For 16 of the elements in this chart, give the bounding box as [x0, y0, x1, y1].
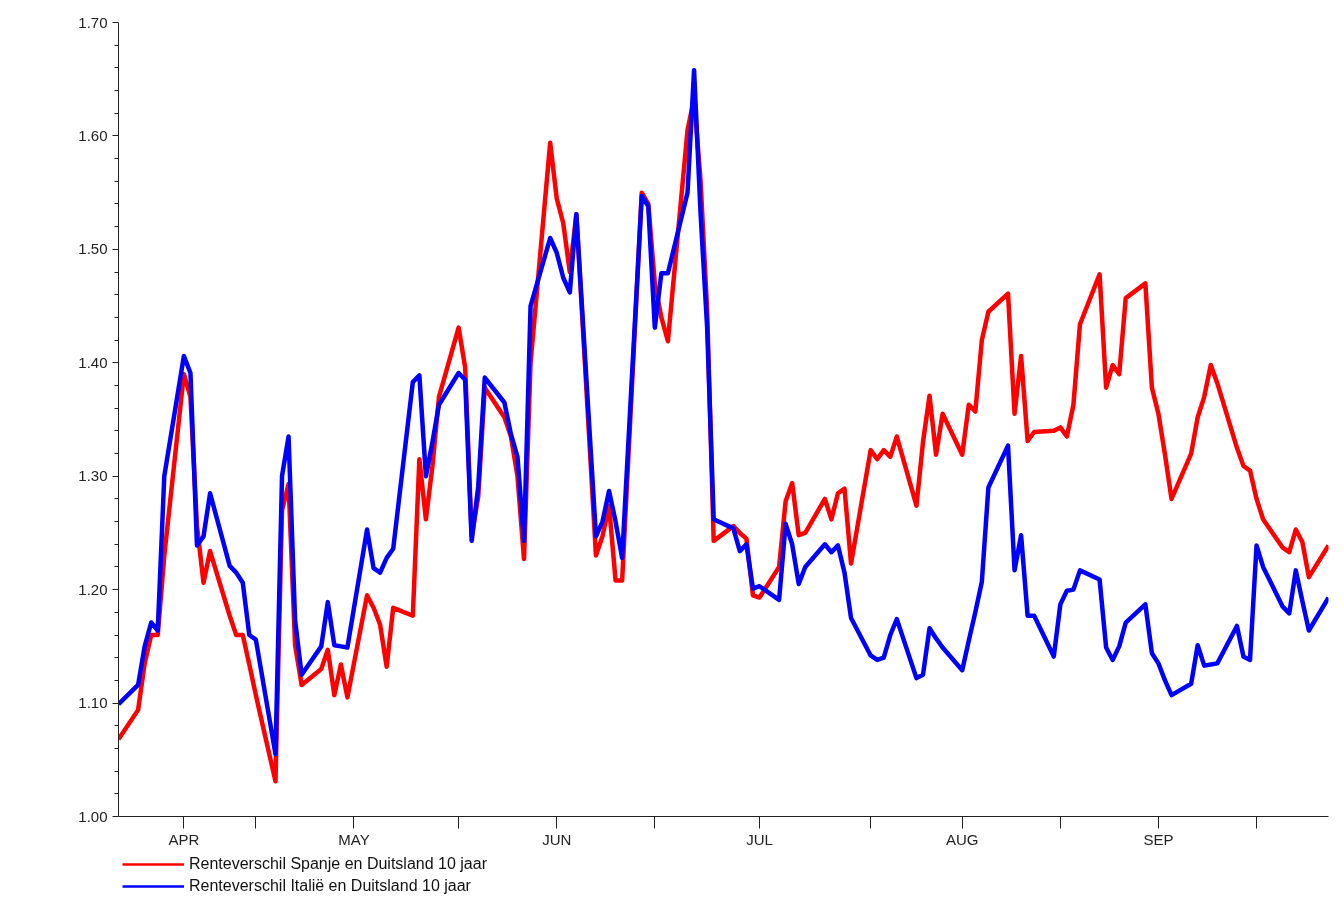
y-tick-label: 1.50 [78, 240, 108, 258]
y-tick-label: 1.20 [78, 580, 108, 598]
y-tick-label: 1.10 [78, 694, 108, 712]
y-tick-label: 1.00 [78, 807, 108, 825]
legend-label: Renteverschil Spanje en Duitsland 10 jaar [189, 855, 487, 873]
x-tick-label: SEP [1143, 830, 1174, 848]
x-tick-label: JUN [542, 830, 572, 848]
x-tick-label: AUG [945, 830, 979, 848]
y-tick-label: 1.60 [78, 126, 108, 144]
x-tick-label: MAY [338, 830, 370, 848]
legend-label: Renteverschil Italië en Duitsland 10 jaar [189, 877, 471, 895]
y-tick-label: 1.40 [78, 353, 108, 371]
x-tick-label: APR [168, 830, 200, 848]
y-tick-label: 1.70 [78, 13, 108, 31]
x-tick-label: JUL [746, 830, 773, 848]
y-tick-label: 1.30 [78, 467, 108, 485]
